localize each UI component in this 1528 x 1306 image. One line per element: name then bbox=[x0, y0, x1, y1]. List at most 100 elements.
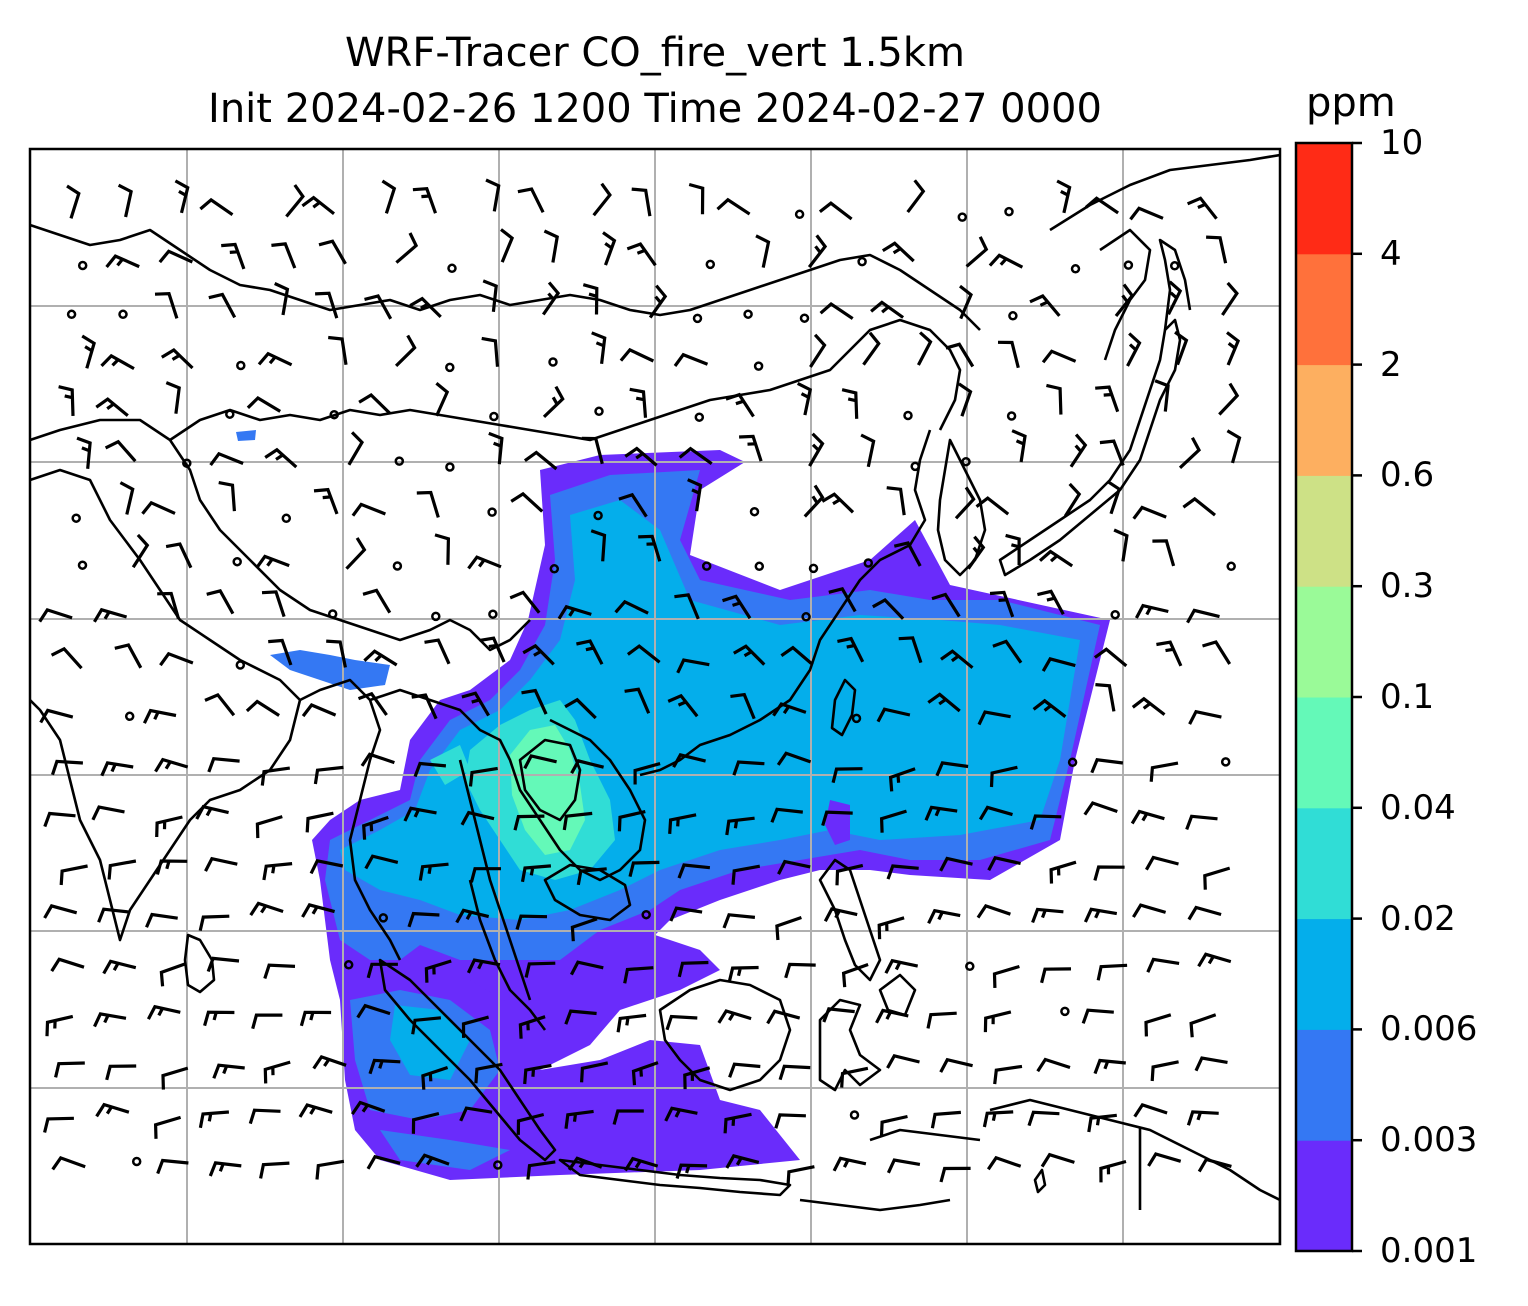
wind-barb-icon bbox=[198, 1110, 230, 1129]
wind-barb-icon bbox=[315, 291, 339, 319]
wind-barb-icon bbox=[1185, 814, 1218, 830]
wind-barb-icon bbox=[976, 903, 1011, 919]
wind-barb-icon bbox=[1130, 809, 1165, 825]
wind-barb-icon bbox=[1202, 640, 1232, 665]
calm-wind-circle-icon bbox=[549, 564, 560, 574]
wind-barb-icon bbox=[160, 347, 194, 370]
wind-barb-icon bbox=[155, 859, 188, 875]
wind-barb-icon bbox=[366, 1154, 401, 1170]
calm-wind-circle-icon bbox=[548, 357, 558, 367]
wind-barb-icon bbox=[678, 446, 713, 466]
colorbar-tick-label: 10 bbox=[1380, 123, 1424, 163]
wind-barb-icon bbox=[212, 1063, 245, 1079]
calm-wind-circle-icon bbox=[1004, 206, 1014, 217]
wind-barb-icon bbox=[667, 693, 699, 718]
wind-barb-icon bbox=[318, 239, 347, 265]
wind-barb-icon bbox=[466, 958, 501, 974]
wind-barb-icon bbox=[648, 284, 668, 319]
wind-barb-icon bbox=[481, 336, 500, 367]
wind-barb-icon bbox=[1069, 433, 1088, 468]
wind-barb-icon bbox=[722, 594, 752, 620]
wind-barb-icon bbox=[95, 397, 129, 417]
wind-barb-icon bbox=[245, 699, 280, 717]
wind-barb-icon bbox=[564, 1009, 597, 1025]
wind-barb-icon bbox=[924, 805, 958, 821]
wind-barb-icon bbox=[522, 643, 555, 666]
wind-barb-icon bbox=[987, 855, 1021, 871]
wind-barb-icon bbox=[97, 907, 130, 923]
wind-barb-icon bbox=[1203, 866, 1231, 890]
wind-barb-icon bbox=[518, 1015, 546, 1039]
wind-barb-icon bbox=[776, 751, 812, 766]
wind-barb-icon bbox=[345, 537, 367, 570]
wind-barb-icon bbox=[305, 811, 334, 833]
wind-barb-icon bbox=[479, 636, 506, 663]
wind-barb-icon bbox=[935, 761, 969, 777]
wind-barb-icon bbox=[633, 762, 661, 785]
wind-barb-icon bbox=[274, 282, 290, 316]
colorbar-tick-label: 0.006 bbox=[1380, 1009, 1478, 1050]
wind-barb-icon bbox=[204, 692, 236, 717]
colorbar-segment bbox=[1296, 697, 1352, 809]
wind-barb-icon bbox=[1056, 179, 1072, 214]
wind-barb-icon bbox=[1040, 967, 1072, 984]
wind-barb-icon bbox=[218, 481, 236, 512]
calm-wind-circle-icon bbox=[799, 313, 810, 323]
wind-barb-icon bbox=[50, 646, 83, 670]
wind-barb-icon bbox=[723, 1112, 752, 1134]
wind-barb-icon bbox=[488, 431, 504, 465]
wind-barb-icon bbox=[1126, 332, 1142, 367]
wind-barb-icon bbox=[313, 765, 344, 785]
wind-barb-icon bbox=[778, 1064, 811, 1081]
calm-wind-circle-icon bbox=[957, 212, 968, 222]
wind-barb-icon bbox=[675, 1163, 708, 1179]
wind-barb-icon bbox=[803, 484, 825, 518]
wind-barb-icon bbox=[628, 860, 660, 877]
calm-wind-circle-icon bbox=[225, 409, 235, 419]
coastlines-and-borders bbox=[30, 153, 1280, 1244]
wind-barb-icon bbox=[725, 816, 755, 836]
wind-barb-icon bbox=[567, 1156, 603, 1171]
wind-barb-icon bbox=[263, 963, 296, 979]
wind-barb-icon bbox=[381, 179, 397, 214]
wind-barb-icon bbox=[931, 592, 961, 618]
wind-barb-icon bbox=[1134, 603, 1169, 619]
wind-barb-icon bbox=[966, 535, 986, 570]
wind-barb-icon bbox=[939, 1057, 973, 1073]
wind-barb-icon bbox=[676, 658, 710, 674]
wind-barb-icon bbox=[198, 914, 230, 932]
wind-barb-icon bbox=[672, 753, 706, 768]
wind-barb-icon bbox=[59, 864, 88, 886]
wind-barb-icon bbox=[617, 810, 646, 832]
colorbar-tick-label: 0.1 bbox=[1380, 677, 1435, 717]
wind-barb-icon bbox=[564, 697, 597, 720]
wind-barb-icon bbox=[95, 1102, 130, 1118]
wind-barb-icon bbox=[158, 249, 194, 264]
wind-barb-icon bbox=[76, 436, 92, 469]
wind-barb-icon bbox=[872, 598, 905, 620]
calm-wind-circle-icon bbox=[1006, 411, 1017, 421]
colorbar-segment bbox=[1296, 586, 1352, 698]
wind-barb-icon bbox=[424, 959, 452, 983]
colorbar-tick-label: 4 bbox=[1380, 233, 1402, 274]
wind-barb-icon bbox=[1041, 657, 1076, 672]
colorbar-tick-label: 2 bbox=[1380, 344, 1402, 385]
wind-barb-icon bbox=[683, 1066, 711, 1090]
wind-barb-icon bbox=[1152, 539, 1176, 567]
wind-barb-icon bbox=[978, 805, 1013, 821]
wind-barb-icon bbox=[629, 387, 648, 418]
colorbar-frame bbox=[1294, 141, 1354, 1253]
wind-barb-icon bbox=[837, 636, 865, 663]
wind-barb-icon bbox=[893, 541, 922, 567]
wind-barb-icon bbox=[255, 554, 290, 569]
wind-barb-icon bbox=[203, 1010, 235, 1027]
wind-barb-icon bbox=[886, 1158, 921, 1174]
wind-barb-icon bbox=[326, 639, 347, 668]
wind-barb-icon bbox=[206, 956, 240, 973]
wind-barb-icon bbox=[1093, 865, 1125, 881]
calm-wind-circle-icon bbox=[1226, 561, 1236, 572]
wind-barb-icon bbox=[485, 178, 501, 212]
wind-barb-icon bbox=[1106, 480, 1122, 515]
wind-barb-icon bbox=[523, 754, 557, 770]
wind-barb-icon bbox=[808, 432, 825, 467]
